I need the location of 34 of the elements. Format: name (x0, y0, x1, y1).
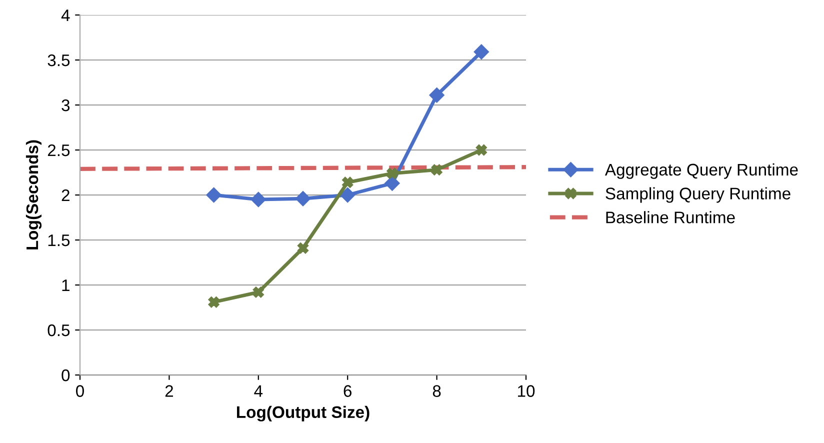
point (206, 187, 222, 203)
y-tick-label: 3 (62, 99, 70, 112)
point (340, 187, 356, 203)
point (297, 242, 309, 254)
y-tick-label: 1 (62, 280, 70, 292)
x-tick-label: 8 (432, 385, 441, 397)
y-tick-label: 0.5 (48, 324, 70, 336)
y-tick-label: 2.5 (48, 144, 70, 156)
legend-label: Baseline Runtime (606, 211, 735, 224)
y-tick-label: 3.5 (48, 54, 70, 66)
x-tick-label: 2 (165, 385, 173, 397)
x-tick-label: 10 (518, 385, 535, 397)
point (342, 176, 354, 188)
point (476, 144, 487, 156)
y-tick-label: 0 (62, 369, 70, 382)
point (208, 296, 220, 308)
y-tick-label: 4 (61, 10, 70, 22)
legend-label: Aggregate Query Runtime (604, 163, 798, 179)
point (250, 192, 266, 208)
point (429, 88, 444, 103)
x-tick-label: 6 (344, 385, 352, 397)
point (386, 168, 398, 179)
y-tick-label: 2 (62, 189, 70, 202)
y-tick-label: 1.5 (48, 234, 70, 246)
point (295, 191, 311, 206)
y-axis-title: Log(Seconds) (26, 140, 42, 250)
x-tick-label: 4 (254, 385, 263, 397)
legend-label: Sampling Query Runtime (606, 187, 790, 203)
point (384, 176, 400, 191)
point (431, 164, 442, 176)
x-tick-label: 0 (76, 385, 84, 397)
point (474, 44, 489, 60)
x-axis-title: Log(Output Size) (237, 406, 370, 422)
point (252, 286, 264, 298)
